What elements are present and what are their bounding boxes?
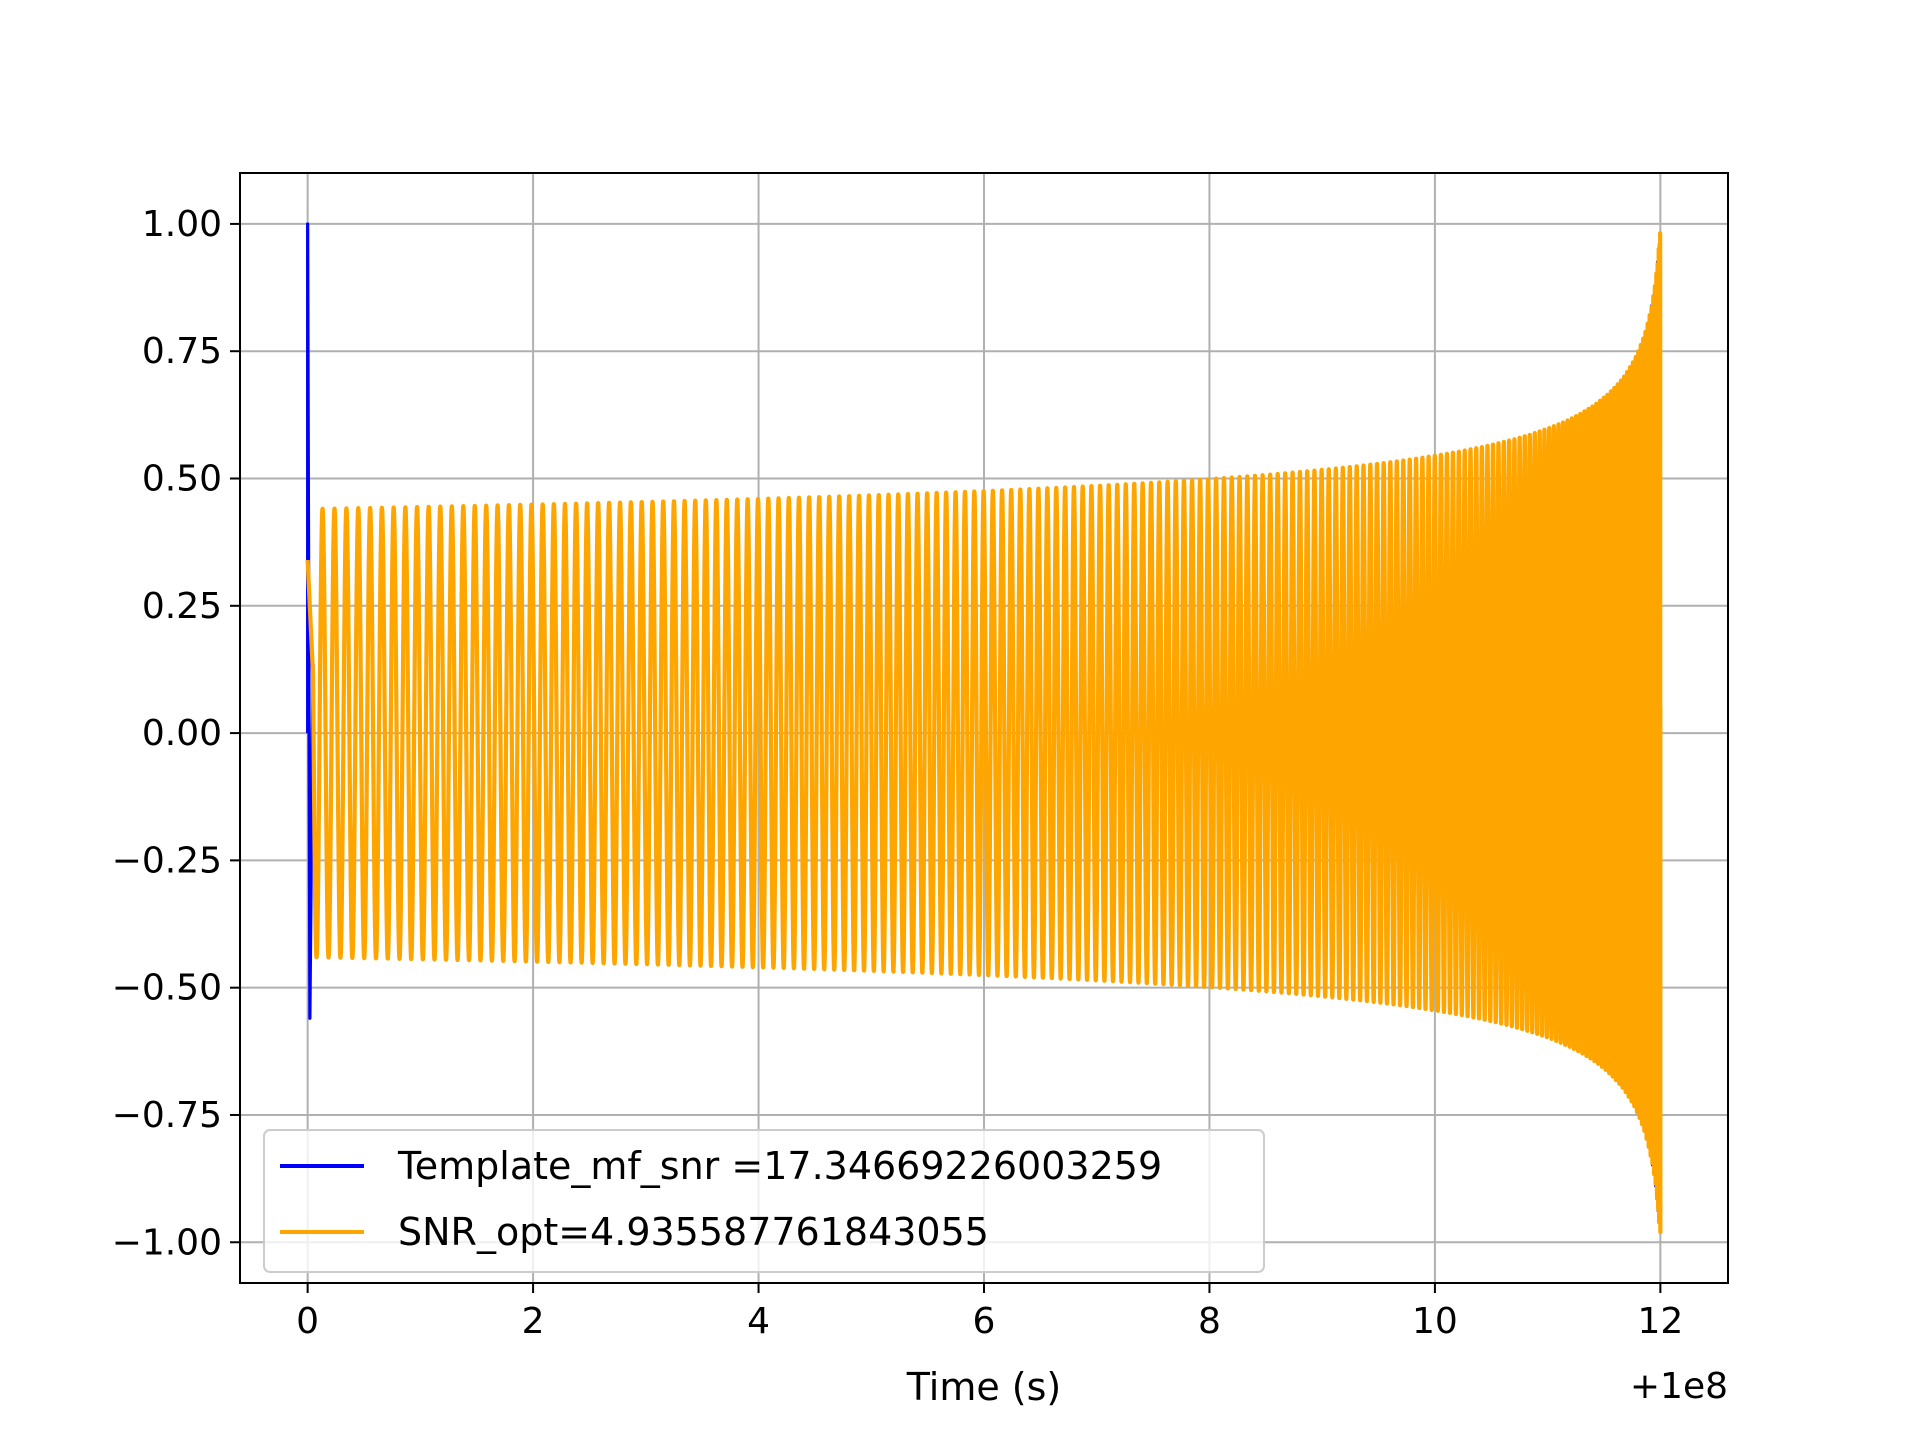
x-tick-label: 8 [1198,1301,1221,1342]
y-tick-label: 0.00 [142,713,222,754]
x-tick-label: 10 [1412,1301,1458,1342]
x-tick-label: 2 [522,1301,545,1342]
x-tick-label: 0 [296,1301,319,1342]
legend-box [263,1129,1265,1273]
legend-label: SNR_opt=4.935587761843055 [398,1210,989,1254]
x-axis-label: Time (s) [906,1365,1062,1409]
series-line-2 [305,231,1663,1235]
x-tick-label: 12 [1637,1301,1683,1342]
x-tick-label: 4 [747,1301,770,1342]
series-lines [305,222,1663,1235]
y-tick-label: −1.00 [112,1222,222,1263]
legend: Template_mf_snr =17.34669226003259 SNR_op… [263,1129,1265,1273]
y-tick-label: 0.75 [142,331,222,372]
legend-label: Template_mf_snr =17.34669226003259 [397,1144,1162,1188]
y-tick-label: 1.00 [142,204,222,245]
y-tick-label: −0.25 [112,840,222,881]
y-tick-label: −0.75 [112,1095,222,1136]
axis-ticks: 0 2 4 6 8 10 12 1.00 0.75 0.50 0.25 0.00 −0.25 −0.50 −… [112,204,1684,1342]
y-tick-label: 0.25 [142,586,222,627]
x-axis-offset-label: +1e8 [1630,1366,1728,1407]
x-tick-label: 6 [973,1301,996,1342]
y-tick-label: −0.50 [112,968,222,1009]
y-tick-label: 0.50 [142,459,222,500]
